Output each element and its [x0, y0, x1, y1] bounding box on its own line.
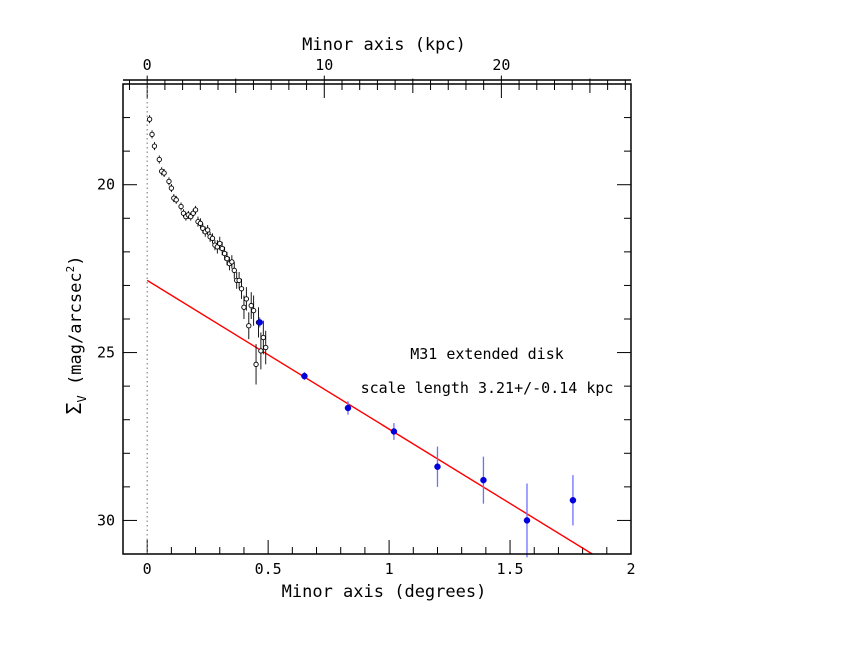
inner-point [236, 277, 242, 284]
axes-ticks [122, 75, 632, 555]
outer-point [480, 476, 487, 484]
inner-point [241, 304, 247, 310]
y-tick-label: 30 [97, 511, 115, 529]
outer-point [301, 372, 308, 380]
inner-point [166, 178, 172, 185]
inner-point [229, 259, 235, 265]
fit-line [146, 279, 593, 555]
inner-point [238, 286, 245, 292]
inner-point [260, 334, 266, 341]
y-tick-label: 20 [97, 176, 115, 194]
inner-point [253, 361, 259, 367]
annotation-title: M31 extended disk [410, 345, 564, 363]
inner-point [149, 131, 155, 138]
inner-point [263, 344, 269, 351]
x-tick-label: 0.5 [255, 560, 282, 578]
inner-point [258, 348, 264, 354]
outer-point [569, 497, 577, 504]
inner-point [192, 207, 199, 213]
x2-tick-label: 20 [492, 56, 510, 74]
inner-point [248, 302, 254, 309]
inner-point [243, 296, 250, 302]
y-tick-label: 25 [97, 344, 115, 362]
x-tick-label: 0 [143, 560, 152, 578]
inner-point [151, 143, 158, 149]
inner-point [224, 255, 230, 262]
outer-disk-points [256, 317, 577, 558]
top-x-axis-label: Minor axis (kpc) [302, 35, 466, 55]
inner-point [146, 116, 153, 122]
inner-point [231, 267, 237, 273]
inner-point [219, 245, 225, 252]
y-axis-symbol: Σ [62, 402, 86, 414]
inner-point [209, 235, 216, 242]
y-axis-subscript: V [75, 395, 89, 402]
inner-point [217, 240, 223, 247]
y-axis-units: (mag/arcsec [66, 272, 86, 395]
x2-tick-label: 10 [315, 56, 333, 74]
inner-point [173, 197, 179, 203]
x2-tick-label: 0 [143, 56, 152, 74]
x-tick-label: 2 [626, 560, 635, 578]
inner-point [161, 170, 167, 176]
x-tick-label: 1.5 [497, 560, 524, 578]
outer-point [344, 404, 352, 412]
plot-frame [122, 83, 632, 555]
fit-line-group [146, 279, 593, 555]
inner-point [156, 156, 162, 163]
inner-point [197, 220, 204, 226]
annotation-scale-length: scale length 3.21+/-0.14 kpc [361, 379, 614, 397]
inner-point [178, 203, 184, 210]
inner-point [205, 227, 211, 233]
x-tick-label: 1 [385, 560, 394, 578]
outer-point [256, 319, 263, 326]
outer-point [434, 463, 441, 470]
x-axis-label: Minor axis (degrees) [282, 582, 487, 602]
inner-point [168, 185, 175, 191]
y-axis-label: ΣV (mag/arcsec2) [62, 256, 89, 415]
outer-point [390, 428, 398, 435]
inner-point [246, 323, 252, 329]
outer-point [523, 517, 531, 524]
inner-point [250, 307, 257, 314]
inner-point [221, 250, 228, 257]
y-axis-superscript: 2 [64, 266, 77, 273]
y-axis-close: ) [66, 256, 86, 266]
